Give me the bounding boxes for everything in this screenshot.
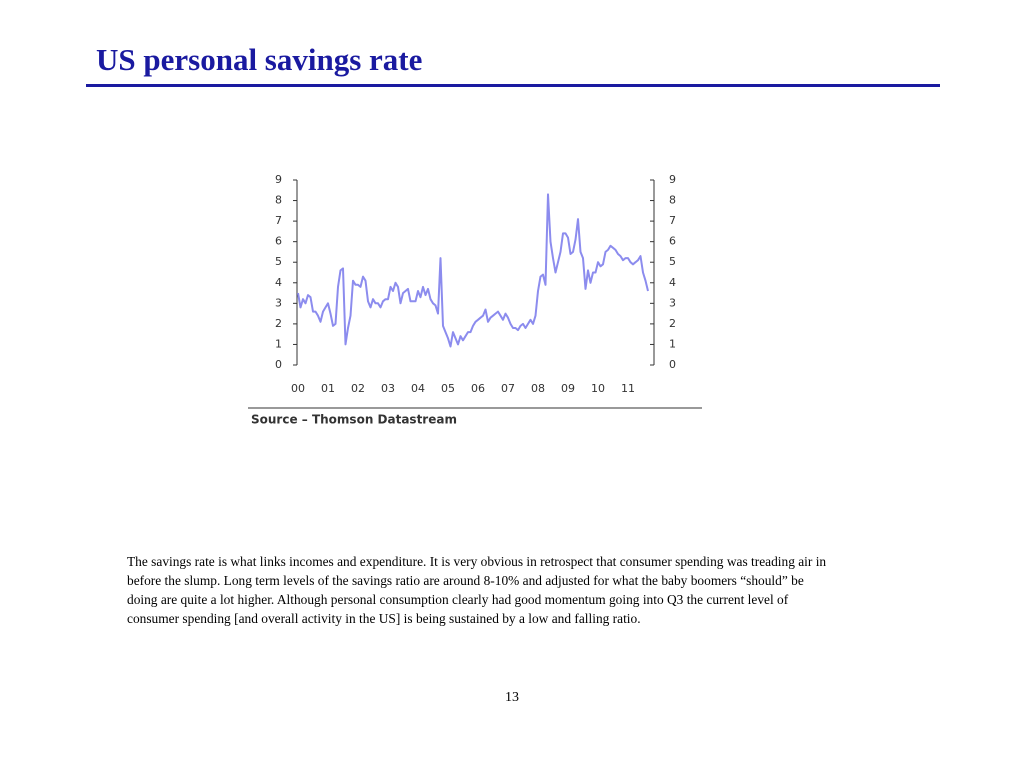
y2-tick-label: 7	[669, 214, 676, 227]
y2-tick-label: 8	[669, 194, 676, 207]
slide-title: US personal savings rate	[96, 42, 423, 77]
y-tick-label: 4	[275, 276, 282, 289]
y2-tick-label: 9	[669, 173, 676, 186]
series-line	[297, 193, 649, 348]
y-tick-label: 7	[275, 214, 282, 227]
x-tick-label: 08	[531, 382, 545, 395]
x-tick-label: 02	[351, 382, 365, 395]
y-tick-label: 9	[275, 173, 282, 186]
x-tick-label: 07	[501, 382, 515, 395]
y-tick-label: 6	[275, 235, 282, 248]
x-tick-label: 03	[381, 382, 395, 395]
x-tick-label: 00	[291, 382, 305, 395]
y-tick-label: 5	[275, 255, 282, 268]
x-tick-label: 09	[561, 382, 575, 395]
source-note: Source – Thomson Datastream	[251, 413, 457, 427]
body-text: The savings rate is what links incomes a…	[127, 554, 827, 626]
y2-tick-label: 5	[669, 255, 676, 268]
x-tick-label: 01	[321, 382, 335, 395]
y2-tick-label: 0	[669, 358, 676, 371]
x-tick-label: 05	[441, 382, 455, 395]
page-number: 13	[505, 690, 519, 705]
y2-tick-label: 1	[669, 337, 676, 350]
y-tick-label: 2	[275, 317, 282, 330]
y2-tick-label: 3	[669, 296, 676, 309]
y2-tick-label: 6	[669, 235, 676, 248]
x-tick-label: 10	[591, 382, 605, 395]
x-tick-label: 06	[471, 382, 485, 395]
y-tick-label: 3	[275, 296, 282, 309]
y2-tick-label: 4	[669, 276, 676, 289]
x-tick-label: 04	[411, 382, 425, 395]
y-tick-label: 1	[275, 337, 282, 350]
x-tick-label: 11	[621, 382, 635, 395]
title-rule	[86, 84, 940, 87]
y-tick-label: 8	[275, 194, 282, 207]
y-tick-label: 0	[275, 358, 282, 371]
y2-tick-label: 2	[669, 317, 676, 330]
